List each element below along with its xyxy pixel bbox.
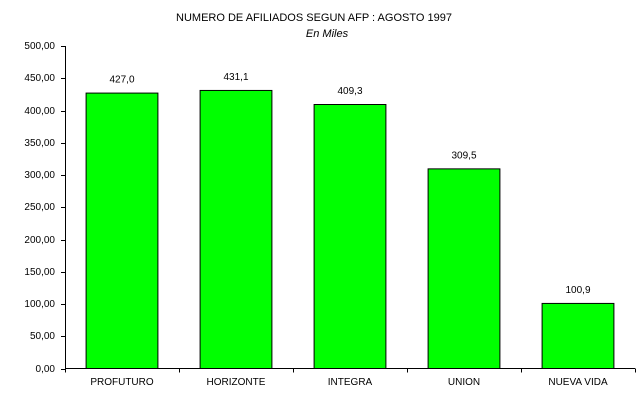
x-tick-label: UNION <box>448 377 480 388</box>
bar <box>427 168 501 369</box>
value-label: 431,1 <box>223 72 248 83</box>
bar <box>85 92 159 370</box>
x-tick-label: INTEGRA <box>328 377 373 388</box>
bar <box>199 89 273 370</box>
y-tick-label: 500,00 <box>24 41 55 52</box>
chart-title: NUMERO DE AFILIADOS SEGUN AFP : AGOSTO 1… <box>176 12 452 24</box>
y-tick-label: 50,00 <box>30 331 55 342</box>
x-tick-label: NUEVA VIDA <box>548 377 608 388</box>
value-label: 100,9 <box>565 285 590 296</box>
y-tick-label: 200,00 <box>24 235 55 246</box>
value-label: 427,0 <box>109 75 134 86</box>
x-tick-label: PROFUTURO <box>90 377 154 388</box>
y-tick-label: 250,00 <box>24 202 55 213</box>
y-tick-label: 400,00 <box>24 106 55 117</box>
chart-subtitle: En Miles <box>306 28 349 40</box>
y-tick-label: 450,00 <box>24 73 55 84</box>
value-label: 309,5 <box>451 151 476 162</box>
y-tick-label: 300,00 <box>24 170 55 181</box>
y-tick-label: 100,00 <box>24 299 55 310</box>
y-tick-label: 0,00 <box>36 364 56 375</box>
bar <box>313 104 387 370</box>
y-tick-label: 150,00 <box>24 267 55 278</box>
value-label: 409,3 <box>337 86 362 97</box>
bar <box>541 302 615 369</box>
y-tick-label: 350,00 <box>24 138 55 149</box>
x-tick-label: HORIZONTE <box>207 377 266 388</box>
